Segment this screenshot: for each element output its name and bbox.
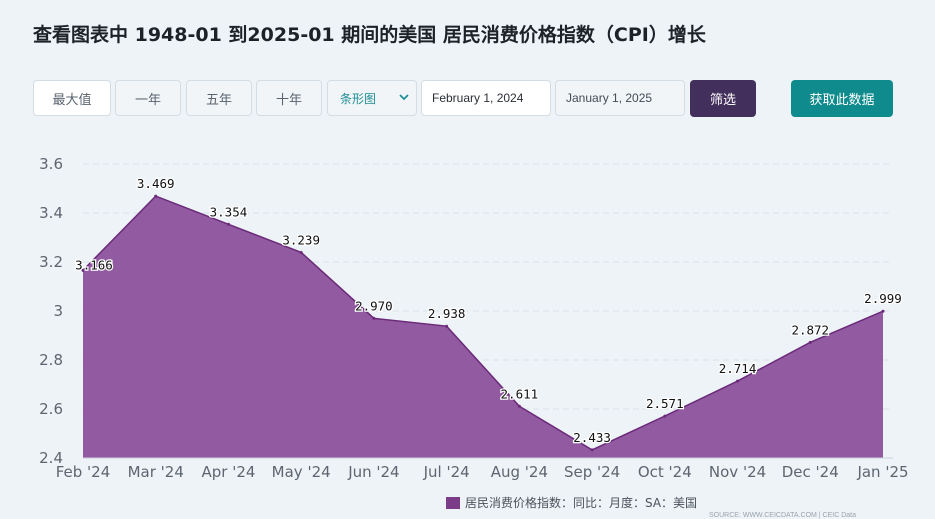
series-line bbox=[82, 195, 884, 451]
x-tick-label: Aug '24 bbox=[491, 463, 548, 481]
chevron-down-icon bbox=[399, 94, 409, 101]
start-date-input[interactable] bbox=[421, 80, 551, 116]
x-tick-label: Oct '24 bbox=[638, 463, 692, 481]
chart-legend[interactable]: 居民消费价格指数：同比：月度：SA：美国 bbox=[446, 494, 697, 511]
y-tick-label: 3.6 bbox=[39, 155, 63, 173]
data-label: 2.433 bbox=[573, 430, 611, 445]
range-5y-button[interactable]: 五年 bbox=[186, 80, 252, 116]
get-data-button[interactable]: 获取此数据 bbox=[791, 80, 893, 117]
data-point bbox=[154, 194, 158, 198]
data-label: 2.999 bbox=[864, 291, 902, 306]
data-point bbox=[736, 379, 740, 383]
data-label: 3.354 bbox=[210, 204, 248, 219]
x-tick-label: Mar '24 bbox=[128, 463, 184, 481]
data-label: 3.469 bbox=[137, 176, 175, 191]
x-tick-label: Jan '25 bbox=[856, 463, 908, 481]
x-tick-label: Apr '24 bbox=[201, 463, 255, 481]
data-point bbox=[81, 268, 85, 272]
data-label: 2.970 bbox=[355, 298, 393, 313]
x-tick-label: Sep '24 bbox=[564, 463, 620, 481]
series-area bbox=[83, 196, 883, 458]
y-tick-label: 3.4 bbox=[39, 204, 63, 222]
data-point bbox=[808, 340, 812, 344]
data-label: 3.166 bbox=[75, 257, 113, 272]
data-label: 2.571 bbox=[646, 396, 684, 411]
data-label: 2.872 bbox=[791, 322, 829, 337]
data-label: 2.611 bbox=[501, 386, 539, 401]
data-label: 2.714 bbox=[719, 361, 757, 376]
data-label: 2.938 bbox=[428, 306, 466, 321]
end-date-input[interactable] bbox=[555, 80, 685, 116]
chart-type-select-value: 条形图 bbox=[340, 91, 377, 106]
x-tick-label: Dec '24 bbox=[782, 463, 839, 481]
y-tick-label: 2.8 bbox=[39, 351, 63, 369]
y-tick-label: 3.2 bbox=[39, 253, 63, 271]
legend-swatch bbox=[446, 496, 460, 509]
data-point bbox=[299, 250, 303, 254]
data-point bbox=[372, 316, 376, 320]
x-tick-label: May '24 bbox=[272, 463, 331, 481]
filter-button[interactable]: 筛选 bbox=[690, 80, 756, 117]
x-tick-label: Jul '24 bbox=[423, 463, 470, 481]
data-point bbox=[663, 414, 667, 418]
chart-type-select[interactable]: 条形图 bbox=[327, 80, 417, 116]
range-1y-button[interactable]: 一年 bbox=[115, 80, 181, 116]
data-point bbox=[881, 309, 885, 313]
range-max-button[interactable]: 最大值 bbox=[33, 80, 111, 116]
data-point bbox=[590, 448, 594, 452]
data-point bbox=[445, 324, 449, 328]
y-tick-label: 3 bbox=[53, 302, 63, 320]
y-tick-label: 2.4 bbox=[39, 449, 63, 467]
x-tick-label: Jun '24 bbox=[347, 463, 399, 481]
y-tick-label: 2.6 bbox=[39, 400, 63, 418]
x-tick-label: Feb '24 bbox=[56, 463, 111, 481]
source-credit: SOURCE: WWW.CEICDATA.COM | CEIC Data bbox=[709, 512, 857, 519]
legend-label: 居民消费价格指数：同比：月度：SA：美国 bbox=[465, 496, 698, 510]
data-point bbox=[226, 222, 230, 226]
data-point bbox=[517, 404, 521, 408]
x-tick-label: Nov '24 bbox=[709, 463, 766, 481]
data-label: 3.239 bbox=[282, 232, 320, 247]
page-title: 查看图表中 1948-01 到2025-01 期间的美国 居民消费价格指数（CP… bbox=[33, 24, 706, 46]
range-10y-button[interactable]: 十年 bbox=[256, 80, 322, 116]
